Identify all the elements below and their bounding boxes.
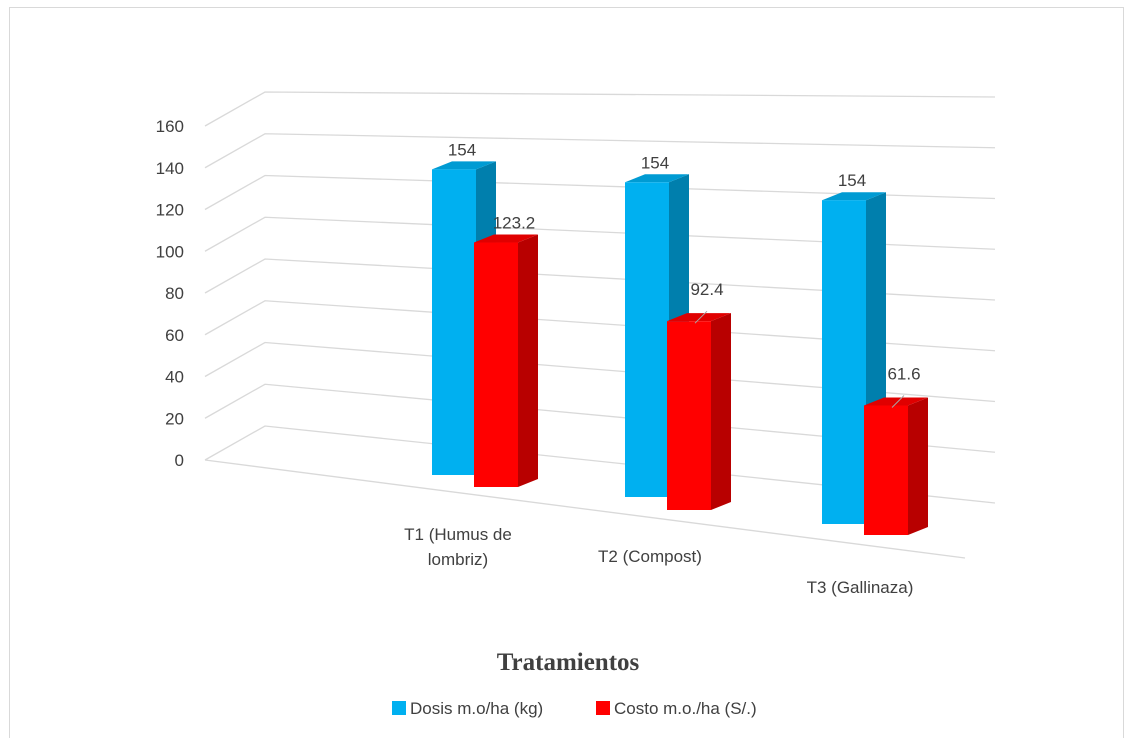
label-leader [694,310,708,324]
y-tick-label: 40 [165,368,184,387]
legend: Dosis m.o/ha (kg) Costo m.o./ha (S/.) [392,699,757,718]
y-tick-label: 60 [165,326,184,345]
data-label: 92.4 [690,280,723,299]
bar-front [864,405,908,535]
bar [864,397,928,535]
data-labels: 154 123.2 154 92.4 154 61.6 [448,140,921,408]
legend-swatch [596,701,610,715]
gridline [204,425,996,504]
bar-top [432,161,496,170]
bar-side [711,313,731,510]
gridline [204,258,996,301]
bars [432,161,928,535]
data-label: 154 [641,153,669,172]
floor-line [204,459,966,559]
bar-front [474,242,518,487]
bar-front [432,169,476,475]
chart-frame [9,7,1124,738]
legend-item: Dosis m.o/ha (kg) [392,699,543,718]
bar-front [625,182,669,497]
gridline [204,91,996,127]
legend-swatch [392,701,406,715]
y-tick-label: 140 [156,159,184,178]
y-tick-label: 0 [175,451,184,470]
x-axis-title: Tratamientos [497,649,640,676]
data-label: 154 [838,171,866,190]
y-axis-ticks: 0 20 40 60 80 100 120 140 160 [156,117,184,470]
bar-top [864,397,928,406]
gridline [204,300,996,352]
data-label: 61.6 [887,364,920,383]
bar [667,313,731,510]
category-label: T3 (Gallinaza) [807,578,914,597]
bar-top [625,174,689,183]
y-tick-label: 160 [156,117,184,136]
data-label: 123.2 [493,214,536,233]
bar-top [667,313,731,322]
gridline [204,133,996,169]
y-tick-label: 100 [156,242,184,261]
gridline [204,341,996,403]
category-label: T1 (Humus de [404,525,512,544]
bar-top [474,234,538,243]
legend-label: Dosis m.o/ha (kg) [410,699,543,718]
gridline [204,174,996,211]
gridline [204,383,996,453]
gridlines [204,91,996,559]
y-tick-label: 20 [165,409,184,428]
label-leader [891,395,905,408]
bar-side [518,234,538,487]
data-label: 154 [448,140,476,159]
bar-top [822,192,886,201]
bar-side [908,397,928,535]
bar-front [822,200,866,525]
bar-front [667,321,711,510]
x-axis-categories: T1 (Humus de lombriz) T2 (Compost) T3 (Gall… [404,525,913,597]
legend-label: Costo m.o./ha (S/.) [614,699,757,718]
y-tick-label: 80 [165,284,184,303]
gridline [204,216,996,252]
legend-item: Costo m.o./ha (S/.) [596,699,757,718]
category-label: lombriz) [428,550,488,569]
y-tick-label: 120 [156,201,184,220]
category-label: T2 (Compost) [598,547,702,566]
bar [474,234,538,487]
